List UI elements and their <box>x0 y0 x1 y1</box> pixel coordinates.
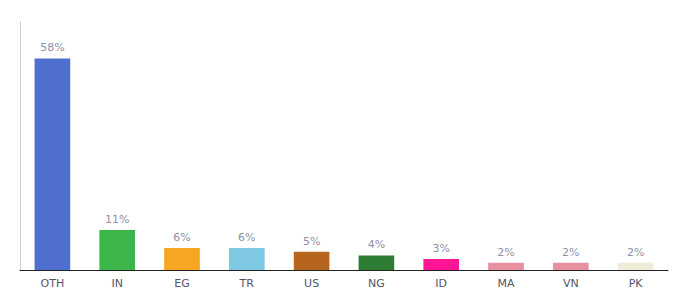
svg-text:US: US <box>304 277 319 290</box>
svg-text:TR: TR <box>239 277 255 290</box>
svg-text:6%: 6% <box>173 231 190 244</box>
svg-text:VN: VN <box>563 277 579 290</box>
svg-text:4%: 4% <box>368 238 385 251</box>
svg-text:MA: MA <box>497 277 514 290</box>
svg-text:11%: 11% <box>105 213 129 226</box>
svg-text:PK: PK <box>629 277 644 290</box>
svg-text:ID: ID <box>435 277 447 290</box>
svg-text:6%: 6% <box>238 231 255 244</box>
svg-text:58%: 58% <box>40 41 64 54</box>
svg-text:OTH: OTH <box>41 277 65 290</box>
svg-text:5%: 5% <box>303 235 320 248</box>
svg-text:NG: NG <box>368 277 385 290</box>
svg-text:2%: 2% <box>497 246 514 259</box>
svg-text:2%: 2% <box>562 246 579 259</box>
svg-text:3%: 3% <box>432 242 449 255</box>
svg-text:EG: EG <box>174 277 189 290</box>
svg-text:2%: 2% <box>627 246 644 259</box>
svg-text:IN: IN <box>111 277 122 290</box>
